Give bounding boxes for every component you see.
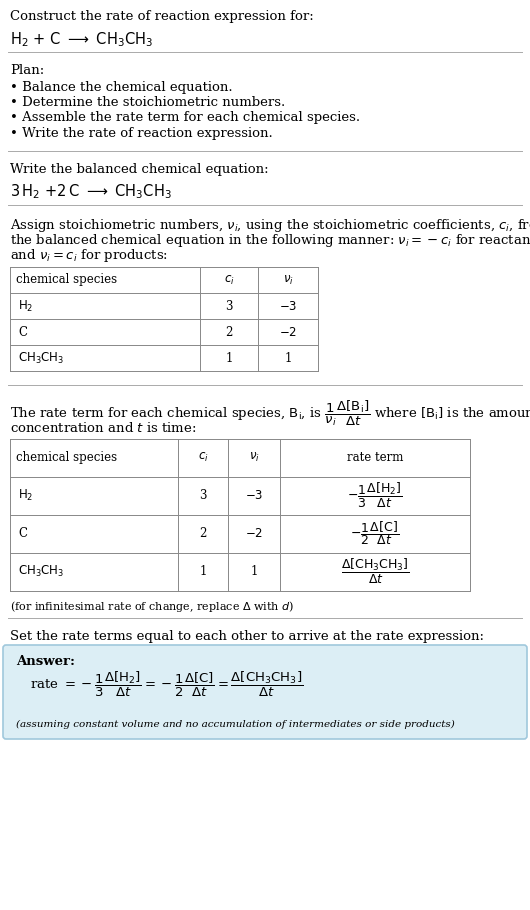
Text: (assuming constant volume and no accumulation of intermediates or side products): (assuming constant volume and no accumul… bbox=[16, 720, 455, 729]
Text: $\mathrm{H_2}$: $\mathrm{H_2}$ bbox=[18, 488, 33, 503]
Text: $\mathrm{CH_3CH_3}$: $\mathrm{CH_3CH_3}$ bbox=[18, 350, 65, 366]
Text: • Determine the stoichiometric numbers.: • Determine the stoichiometric numbers. bbox=[10, 96, 285, 109]
Text: • Assemble the rate term for each chemical species.: • Assemble the rate term for each chemic… bbox=[10, 112, 360, 125]
Text: $\nu_i$: $\nu_i$ bbox=[282, 273, 294, 287]
Text: • Write the rate of reaction expression.: • Write the rate of reaction expression. bbox=[10, 127, 273, 140]
Text: Write the balanced chemical equation:: Write the balanced chemical equation: bbox=[10, 163, 269, 176]
Text: $-3$: $-3$ bbox=[279, 299, 297, 312]
Text: Assign stoichiometric numbers, $\nu_i$, using the stoichiometric coefficients, $: Assign stoichiometric numbers, $\nu_i$, … bbox=[10, 217, 530, 234]
Text: 1: 1 bbox=[225, 351, 233, 365]
Text: 2: 2 bbox=[199, 527, 207, 540]
Text: chemical species: chemical species bbox=[16, 274, 117, 287]
Text: $-\dfrac{1}{3}\dfrac{\Delta[\mathrm{H_2}]}{\Delta t}$: $-\dfrac{1}{3}\dfrac{\Delta[\mathrm{H_2}… bbox=[347, 481, 403, 510]
Text: rate $= -\dfrac{1}{3}\dfrac{\Delta[\mathrm{H_2}]}{\Delta t} = -\dfrac{1}{2}\dfra: rate $= -\dfrac{1}{3}\dfrac{\Delta[\math… bbox=[30, 670, 303, 699]
Text: 3: 3 bbox=[199, 489, 207, 502]
Text: 1: 1 bbox=[199, 565, 207, 578]
Text: 3: 3 bbox=[225, 299, 233, 312]
Text: $\mathrm{H_2}$ $+$ $\mathrm{C}$ $\longrightarrow$ $\mathrm{CH_3CH_3}$: $\mathrm{H_2}$ $+$ $\mathrm{C}$ $\longri… bbox=[10, 30, 153, 49]
Text: $\nu_i$: $\nu_i$ bbox=[249, 451, 259, 464]
FancyBboxPatch shape bbox=[3, 645, 527, 739]
Text: • Balance the chemical equation.: • Balance the chemical equation. bbox=[10, 80, 233, 94]
Text: (for infinitesimal rate of change, replace $\Delta$ with $d$): (for infinitesimal rate of change, repla… bbox=[10, 599, 294, 613]
Text: $c_i$: $c_i$ bbox=[198, 451, 208, 464]
Text: Answer:: Answer: bbox=[16, 655, 75, 668]
Text: Plan:: Plan: bbox=[10, 64, 44, 77]
Text: The rate term for each chemical species, $\mathrm{B_i}$, is $\dfrac{1}{\nu_i}\df: The rate term for each chemical species,… bbox=[10, 399, 530, 429]
Text: $\mathrm{H_2}$: $\mathrm{H_2}$ bbox=[18, 298, 33, 314]
Text: $-\dfrac{1}{2}\dfrac{\Delta[\mathrm{C}]}{\Delta t}$: $-\dfrac{1}{2}\dfrac{\Delta[\mathrm{C}]}… bbox=[350, 520, 400, 548]
Text: $-2$: $-2$ bbox=[279, 326, 297, 339]
Text: $\dfrac{\Delta[\mathrm{CH_3CH_3}]}{\Delta t}$: $\dfrac{\Delta[\mathrm{CH_3CH_3}]}{\Delt… bbox=[341, 557, 409, 586]
Text: concentration and $t$ is time:: concentration and $t$ is time: bbox=[10, 421, 197, 435]
Text: Construct the rate of reaction expression for:: Construct the rate of reaction expressio… bbox=[10, 10, 314, 23]
Text: 2: 2 bbox=[225, 326, 233, 339]
Text: $3\,\mathrm{H_2}$ $+ 2\,\mathrm{C}$ $\longrightarrow$ $\mathrm{CH_3CH_3}$: $3\,\mathrm{H_2}$ $+ 2\,\mathrm{C}$ $\lo… bbox=[10, 183, 172, 201]
Text: and $\nu_i = c_i$ for products:: and $\nu_i = c_i$ for products: bbox=[10, 248, 168, 265]
Text: C: C bbox=[18, 326, 27, 339]
Text: $-2$: $-2$ bbox=[245, 527, 263, 540]
Text: 1: 1 bbox=[250, 565, 258, 578]
Text: rate term: rate term bbox=[347, 451, 403, 464]
Text: the balanced chemical equation in the following manner: $\nu_i = -c_i$ for react: the balanced chemical equation in the fo… bbox=[10, 232, 530, 249]
Text: chemical species: chemical species bbox=[16, 451, 117, 464]
Text: $c_i$: $c_i$ bbox=[224, 273, 234, 287]
Text: $-3$: $-3$ bbox=[245, 489, 263, 502]
Text: Set the rate terms equal to each other to arrive at the rate expression:: Set the rate terms equal to each other t… bbox=[10, 630, 484, 643]
Text: 1: 1 bbox=[284, 351, 292, 365]
Text: $\mathrm{CH_3CH_3}$: $\mathrm{CH_3CH_3}$ bbox=[18, 564, 65, 579]
Text: C: C bbox=[18, 527, 27, 540]
